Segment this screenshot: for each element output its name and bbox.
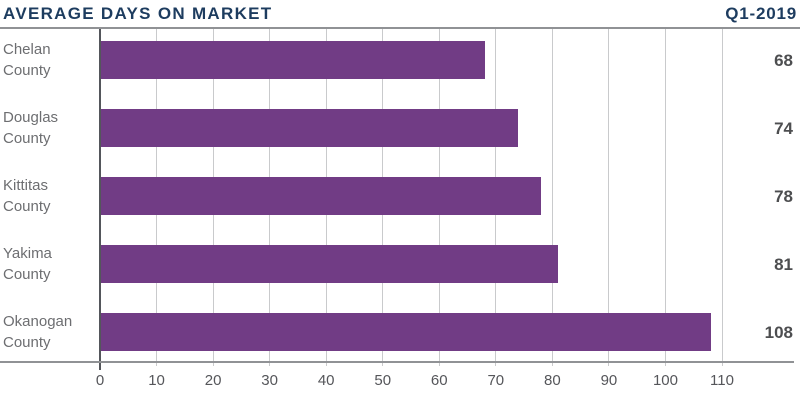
x-gridline <box>608 29 610 366</box>
value-label-yakima-county: 81 <box>774 255 793 274</box>
x-tick-label: 80 <box>544 372 561 389</box>
x-tick-label: 40 <box>317 372 335 389</box>
value-label-kittitas-county: 78 <box>774 187 793 206</box>
category-label-yakima-county: Yakima County <box>3 245 52 283</box>
x-gridline <box>721 29 723 366</box>
x-tick-label: 100 <box>652 372 678 389</box>
value-label-douglas-county: 74 <box>774 119 793 138</box>
bar-douglas-county <box>101 109 519 147</box>
x-tick-label: 50 <box>374 372 392 389</box>
x-tick-label: 0 <box>95 372 105 389</box>
category-label-okanogan-county: Okanogan County <box>3 313 73 351</box>
bar-okanogan-county <box>101 313 711 351</box>
x-tick-label: 30 <box>261 372 278 389</box>
value-label-okanogan-county: 108 <box>764 323 793 342</box>
bar-yakima-county <box>101 245 559 283</box>
x-gridline <box>664 29 666 366</box>
x-tick-label: 20 <box>204 372 222 389</box>
category-label-chelan-county: Chelan County <box>3 41 51 79</box>
x-axis-line <box>0 361 794 363</box>
x-tick-label: 90 <box>600 372 618 389</box>
x-tick-label: 70 <box>487 372 505 389</box>
bar-chelan-county <box>101 41 485 79</box>
period-label: Q1-2019 <box>725 4 797 23</box>
x-tick-label: 10 <box>148 372 165 389</box>
y-axis-line <box>99 29 101 370</box>
x-gridline <box>551 29 553 366</box>
value-label-chelan-county: 68 <box>774 51 793 70</box>
bar-kittitas-county <box>101 177 542 215</box>
header-rule <box>0 27 800 29</box>
category-label-douglas-county: Douglas County <box>3 109 59 147</box>
chart-title: AVERAGE DAYS ON MARKET <box>3 4 273 23</box>
x-tick-label: 110 <box>710 372 734 389</box>
x-tick-label: 60 <box>430 372 448 389</box>
category-label-kittitas-county: Kittitas County <box>3 177 51 215</box>
